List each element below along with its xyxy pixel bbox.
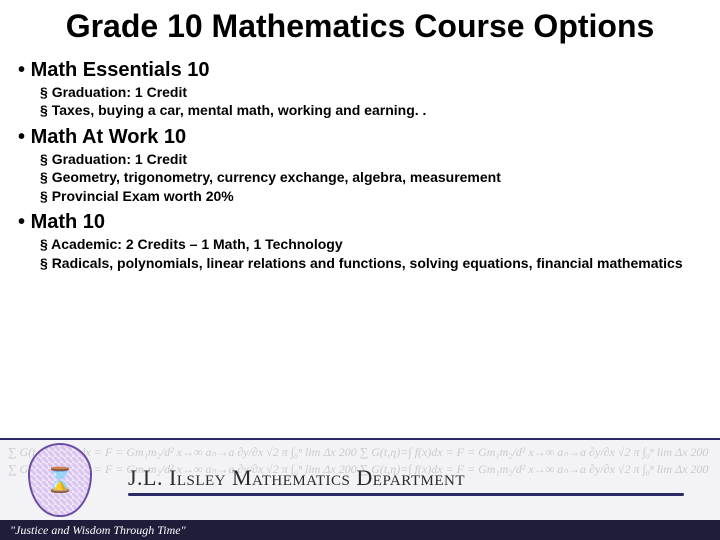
- section-item: Academic: 2 Credits – 1 Math, 1 Technolo…: [40, 236, 702, 254]
- section-heading: Math 10: [18, 211, 702, 234]
- dept-banner: ∑ G(t,η)=∫ f(x)dx = F = Gm₁m₂/d² x→∞ aₙ→…: [0, 438, 720, 520]
- section-item: Radicals, polynomials, linear relations …: [40, 255, 702, 273]
- section-item: Provincial Exam worth 20%: [40, 188, 702, 206]
- section-heading: Math At Work 10: [18, 126, 702, 149]
- footer: ∑ G(t,η)=∫ f(x)dx = F = Gm₁m₂/d² x→∞ aₙ→…: [0, 438, 720, 540]
- slide-content: Math Essentials 10Graduation: 1 CreditTa…: [0, 59, 720, 273]
- motto-bar: "Justice and Wisdom Through Time": [0, 520, 720, 540]
- department-name: J.L. Ilsley Mathematics Department: [128, 465, 720, 491]
- section-item: Geometry, trigonometry, currency exchang…: [40, 169, 702, 187]
- school-crest-icon: ⌛: [28, 443, 92, 517]
- section-item: Taxes, buying a car, mental math, workin…: [40, 102, 702, 120]
- banner-crest-area: ⌛: [0, 440, 120, 520]
- banner-text-area: J.L. Ilsley Mathematics Department: [120, 440, 720, 520]
- slide-title: Grade 10 Mathematics Course Options: [0, 0, 720, 53]
- section-heading: Math Essentials 10: [18, 59, 702, 82]
- slide: Grade 10 Mathematics Course Options Math…: [0, 0, 720, 540]
- motto-text: "Justice and Wisdom Through Time": [10, 523, 186, 537]
- department-rule: [128, 493, 684, 496]
- section-item: Graduation: 1 Credit: [40, 84, 702, 102]
- section-item: Graduation: 1 Credit: [40, 151, 702, 169]
